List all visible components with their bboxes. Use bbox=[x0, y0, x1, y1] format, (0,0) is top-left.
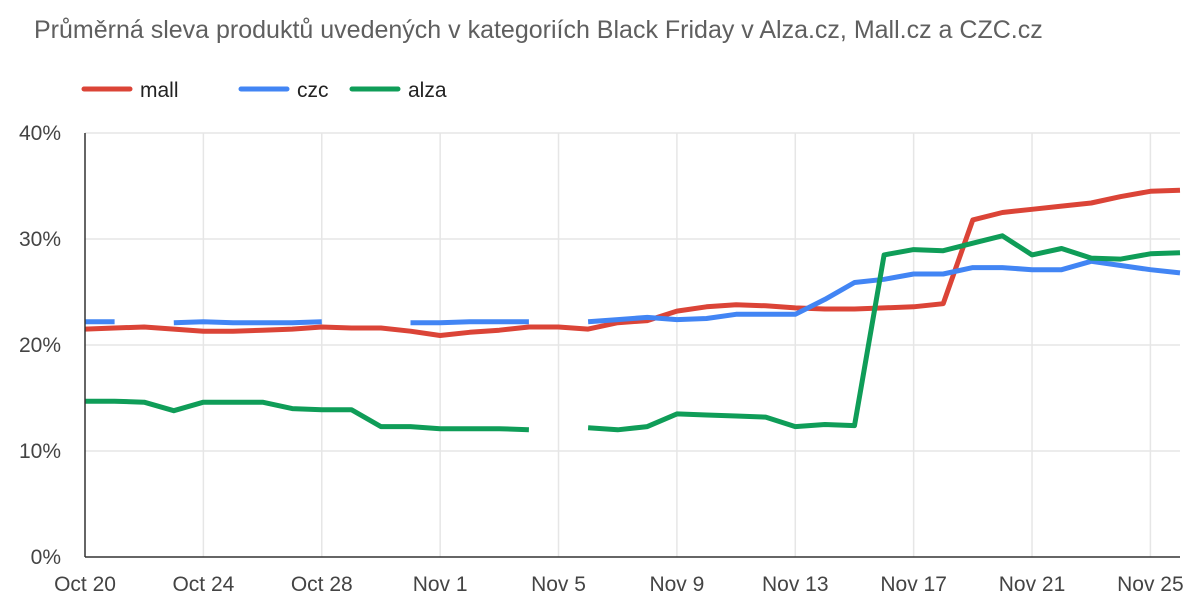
series-czc-line-3 bbox=[410, 319, 529, 326]
x-tick-label-nov-13: Nov 13 bbox=[762, 573, 829, 596]
series-alza bbox=[85, 233, 1181, 433]
x-tick-label-nov-17: Nov 17 bbox=[880, 573, 947, 596]
legend-label-mall: mall bbox=[140, 79, 179, 102]
legend-label-czc: czc bbox=[297, 79, 329, 102]
x-tick-label-oct-24: Oct 24 bbox=[172, 573, 234, 596]
y-tick-label-10: 10% bbox=[19, 440, 61, 463]
y-tick-label-40: 40% bbox=[19, 122, 61, 145]
x-tick-label-oct-28: Oct 28 bbox=[291, 573, 353, 596]
series-czc-line-2 bbox=[173, 319, 322, 326]
x-tick-label-nov-9: Nov 9 bbox=[649, 573, 704, 596]
legend-label-alza: alza bbox=[408, 79, 447, 102]
x-axis-ticks: Oct 20 Oct 24 Oct 28 Nov 1 Nov 5 Nov 9 Nov 13 N… bbox=[54, 573, 1184, 596]
gridlines bbox=[85, 132, 1180, 557]
y-tick-label-20: 20% bbox=[19, 334, 61, 357]
y-tick-label-0: 0% bbox=[31, 546, 61, 569]
series-mall-line-1 bbox=[84, 187, 1181, 338]
series-mall bbox=[84, 187, 1181, 338]
series-alza-line-2 bbox=[587, 233, 1181, 433]
series-czc-line-4 bbox=[587, 258, 1181, 325]
x-tick-label-nov-5: Nov 5 bbox=[531, 573, 586, 596]
y-tick-label-30: 30% bbox=[19, 228, 61, 251]
legend: mall czc alza bbox=[81, 79, 447, 102]
y-axis-ticks: 0% 10% 20% 30% 40% bbox=[19, 122, 61, 569]
series-lines bbox=[84, 187, 1181, 433]
x-tick-label-nov-25: Nov 25 bbox=[1117, 573, 1184, 596]
series-alza-line-1 bbox=[85, 398, 529, 433]
chart-title: Průměrná sleva produktů uvedených v kate… bbox=[34, 16, 1043, 44]
x-tick-label-nov-21: Nov 21 bbox=[999, 573, 1066, 596]
x-tick-label-nov-1: Nov 1 bbox=[413, 573, 468, 596]
x-tick-label-oct-20: Oct 20 bbox=[54, 573, 116, 596]
series-czc bbox=[85, 258, 1181, 326]
